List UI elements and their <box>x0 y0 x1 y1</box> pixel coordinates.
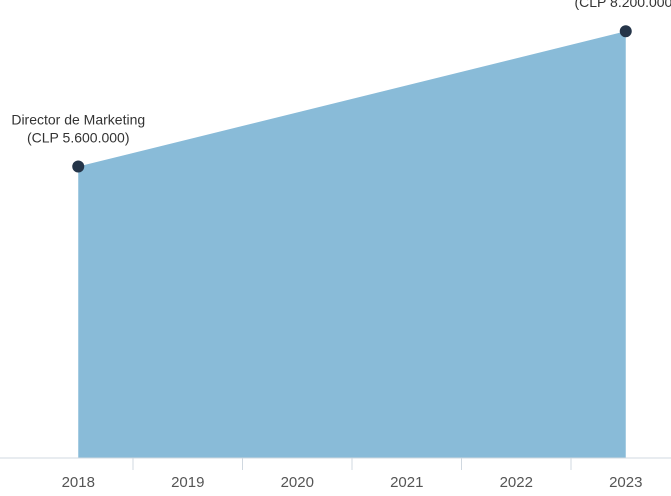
x-tick-label: 2023 <box>609 474 642 491</box>
data-point-marker[interactable] <box>619 25 632 38</box>
data-annotation-label: (CLP 8.200.000) <box>575 0 671 10</box>
x-tick-label: 2021 <box>390 474 423 491</box>
x-tick-label: 2020 <box>281 474 314 491</box>
plot-area <box>78 31 626 459</box>
data-annotation-label: Director de Marketing <box>11 112 145 128</box>
data-point-marker[interactable] <box>72 160 85 173</box>
x-tick-label: 2018 <box>62 474 95 491</box>
marker-layer <box>72 25 632 173</box>
x-axis: 2018 2019 2020 2021 2022 2023 <box>0 457 671 491</box>
x-tick-label: 2019 <box>171 474 204 491</box>
data-annotation-label: (CLP 5.600.000) <box>27 130 129 146</box>
annotation-layer: Director de Marketing(CLP 5.600.000)CEO(… <box>11 0 671 146</box>
area-fill <box>78 31 626 459</box>
x-tick-label: 2022 <box>500 474 533 491</box>
